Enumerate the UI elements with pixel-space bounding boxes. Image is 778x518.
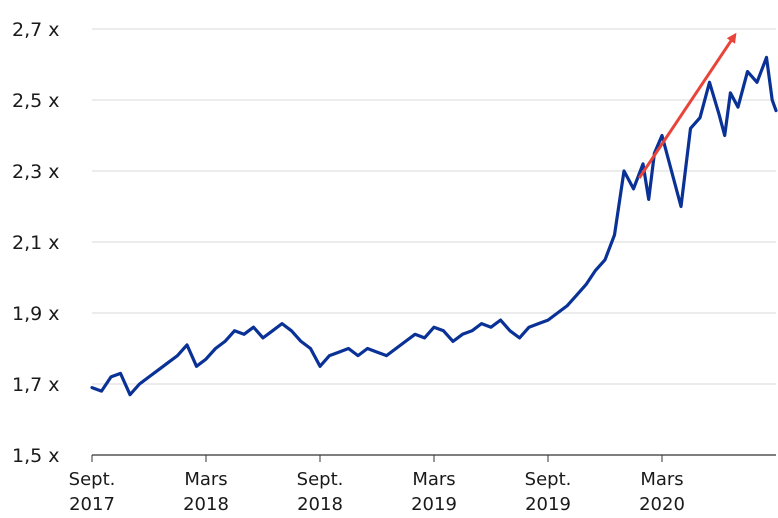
x-tick-label-line1: Mars bbox=[640, 469, 683, 490]
y-tick-label: 1,9 x bbox=[12, 303, 60, 325]
y-tick-label: 2,7 x bbox=[12, 19, 60, 41]
y-tick-label: 1,5 x bbox=[12, 445, 60, 467]
x-tick-label-line1: Sept. bbox=[297, 469, 344, 490]
x-axis-ticks: Sept. 2017 Mars 2018 Sept. 2018 Mars 2019 Sept. 2… bbox=[69, 455, 685, 515]
x-tick-label-line2: 2019 bbox=[525, 494, 571, 515]
y-axis-ticks: 2,7 x 2,5 x 2,3 x 2,1 x 1,9 x 1,7 x 1,5 x bbox=[12, 19, 60, 467]
x-tick-label-line2: 2019 bbox=[411, 494, 457, 515]
series-layer bbox=[90, 55, 778, 397]
x-tick-label-line1: Mars bbox=[184, 469, 227, 490]
y-tick-label: 2,3 x bbox=[12, 161, 60, 183]
x-tick-label-line2: 2020 bbox=[639, 494, 685, 515]
y-tick-label: 2,5 x bbox=[12, 90, 60, 112]
x-tick-label-line1: Mars bbox=[412, 469, 455, 490]
x-tick-label-line2: 2017 bbox=[69, 494, 115, 515]
series-line bbox=[90, 55, 778, 397]
trend-arrow bbox=[637, 32, 737, 179]
y-tick-label: 1,7 x bbox=[12, 374, 60, 396]
grid-layer bbox=[92, 28, 776, 385]
x-tick-label-line1: Sept. bbox=[69, 469, 116, 490]
x-tick-label-line1: Sept. bbox=[525, 469, 572, 490]
x-tick-label-line2: 2018 bbox=[297, 494, 343, 515]
y-tick-label: 2,1 x bbox=[12, 232, 60, 254]
x-tick-label-line2: 2018 bbox=[183, 494, 229, 515]
